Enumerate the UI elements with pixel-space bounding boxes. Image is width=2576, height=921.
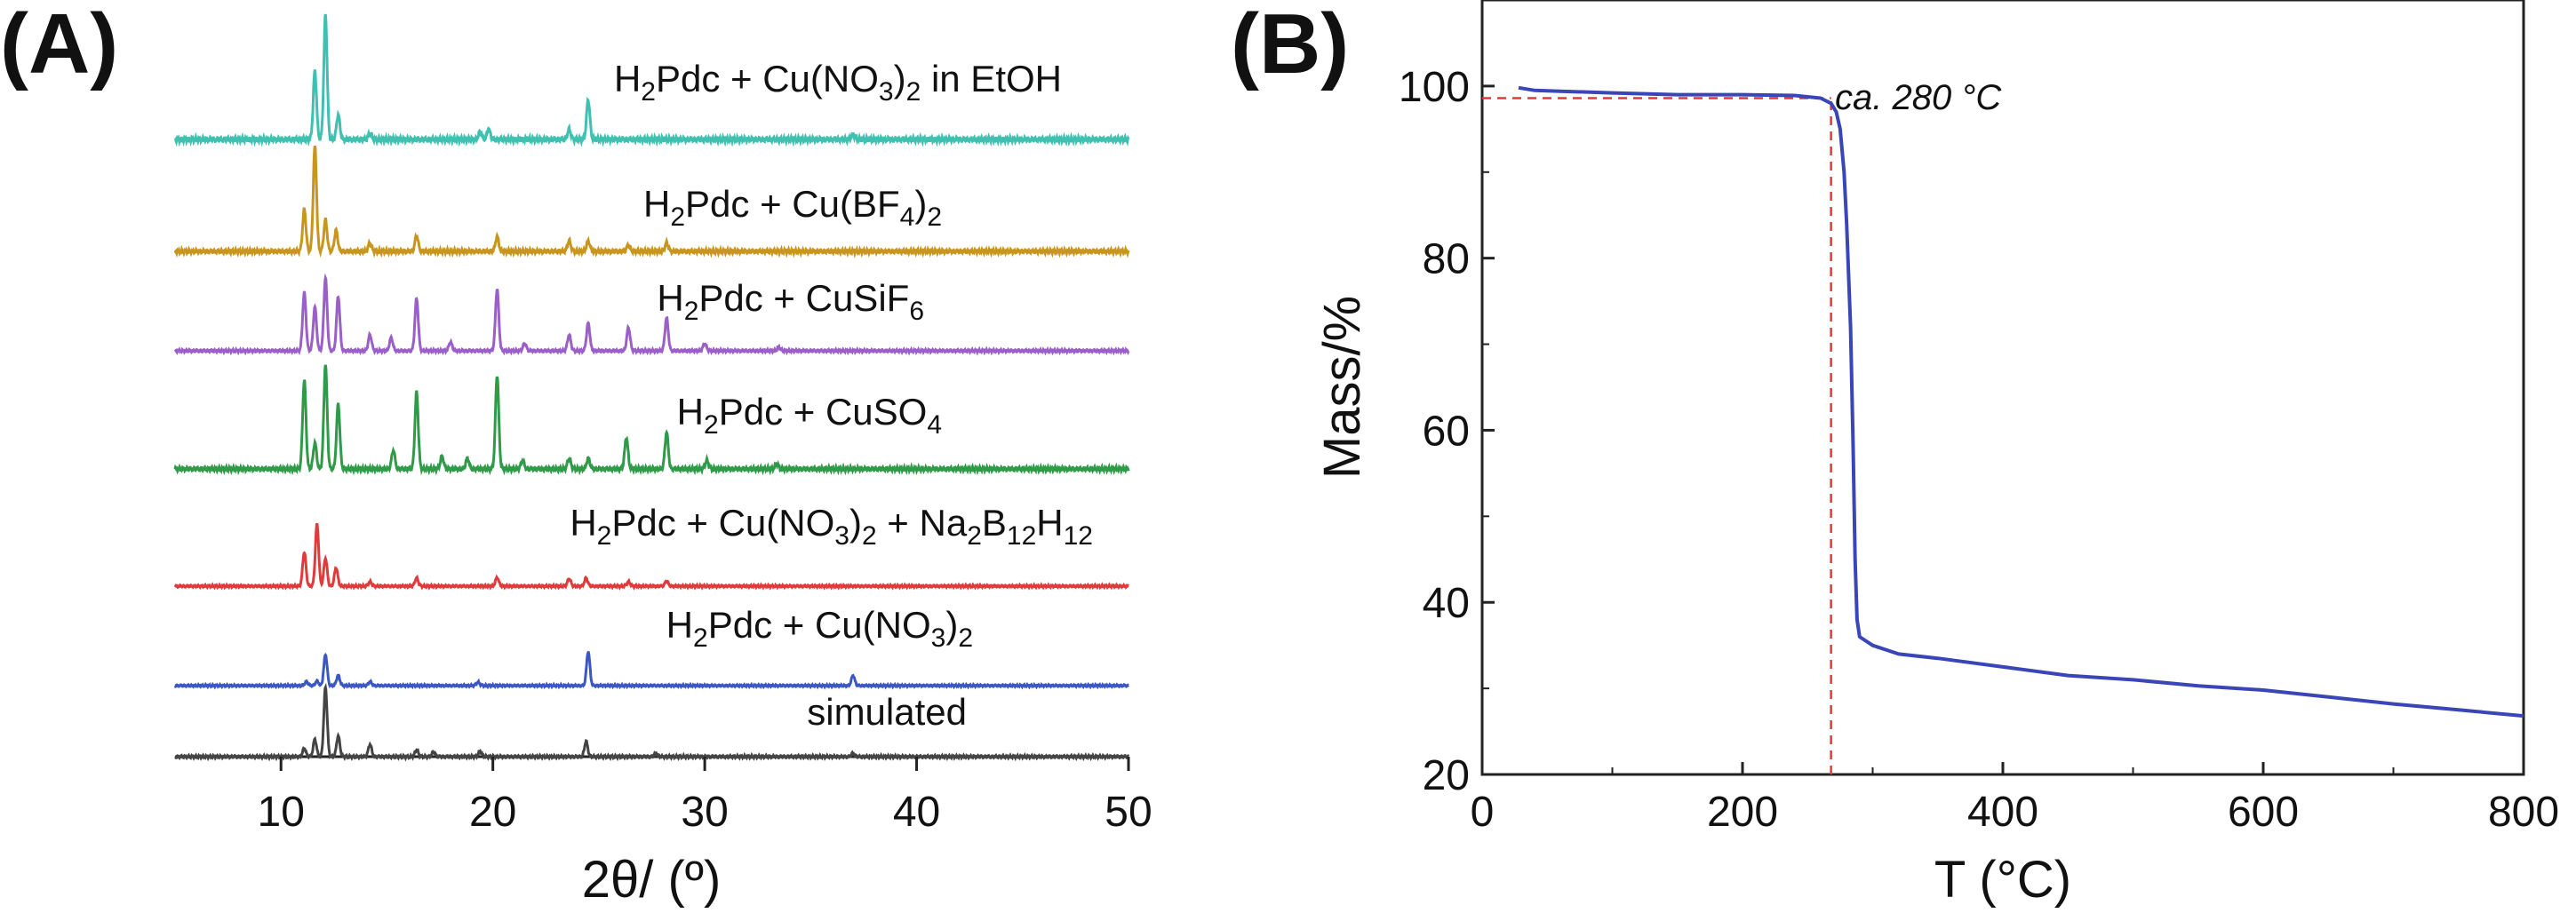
xrd-chart: simulated H2Pdc + Cu(NO3)2 H2Pdc + Cu(NO3)…	[173, 13, 1152, 909]
tga-annotation: ca. 280 °C	[1835, 78, 2002, 117]
xrd-x-ticks: 10 20 30 40 50	[258, 757, 1152, 836]
xrd-series-line	[173, 13, 1130, 147]
xrd-x-tick-label: 50	[1105, 789, 1152, 836]
xrd-series-label: H2Pdc + Cu(NO3)2	[666, 604, 973, 653]
xrd-x-tick-label: 30	[681, 789, 728, 836]
xrd-x-tick-label: 40	[893, 789, 940, 836]
xrd-series-label: H2Pdc + CuSO4	[677, 391, 942, 440]
xrd-series-label: simulated	[807, 691, 967, 733]
tga-x-tick-label: 800	[2488, 789, 2559, 836]
xrd-x-tick-label: 20	[469, 789, 516, 836]
xrd-series-label: H2Pdc + Cu(BF4)2	[643, 183, 942, 232]
tga-x-tick-label: 600	[2228, 789, 2299, 836]
xrd-series-label: H2Pdc + Cu(NO3)2 + Na2B12H12	[570, 502, 1093, 551]
tga-y-tick-label: 40	[1423, 580, 1470, 627]
tga-x-tick-label: 400	[1967, 789, 2038, 836]
xrd-series-line	[173, 273, 1130, 356]
xrd-series-line	[173, 522, 1129, 591]
tga-chart: 0 200 400 600 800 20 40 60 80 100 ca. 280 °C T (°…	[1313, 0, 2559, 909]
tga-y-tick-label: 80	[1423, 236, 1470, 283]
tga-y-tick-label: 60	[1423, 408, 1470, 455]
panel-b-label: (B)	[1231, 0, 1349, 91]
tga-x-axis-title: T (°C)	[1934, 851, 2071, 909]
xrd-series-line	[173, 650, 1129, 690]
tga-reference-lines	[1482, 97, 1832, 774]
tga-x-tick-label: 0	[1471, 789, 1495, 836]
xrd-series-label: H2Pdc + CuSiF6	[657, 277, 924, 326]
xrd-series-line	[173, 364, 1130, 476]
xrd-x-axis-title: 2θ/ (º)	[582, 851, 722, 909]
tga-y-axis-title: Mass/%	[1313, 296, 1371, 479]
xrd-series-line	[173, 145, 1130, 258]
tga-y-tick-label: 100	[1399, 64, 1470, 111]
tga-series-group	[1518, 85, 2524, 719]
xrd-series-group	[173, 13, 1130, 762]
tga-mass-curve	[1518, 85, 2524, 719]
panel-a-label: (A)	[0, 0, 118, 91]
xrd-series-labels: simulated H2Pdc + Cu(NO3)2 H2Pdc + Cu(NO3)…	[570, 58, 1093, 733]
tga-plot-frame	[1480, 0, 2525, 776]
tga-ticks: 0 200 400 600 800 20 40 60 80 100	[1399, 64, 2559, 836]
tga-x-tick-label: 200	[1707, 789, 1778, 836]
xrd-series-line	[174, 682, 1130, 762]
xrd-x-tick-label: 10	[258, 789, 305, 836]
tga-y-tick-label: 20	[1423, 752, 1470, 799]
xrd-series-label: H2Pdc + Cu(NO3)2 in EtOH	[614, 58, 1062, 107]
